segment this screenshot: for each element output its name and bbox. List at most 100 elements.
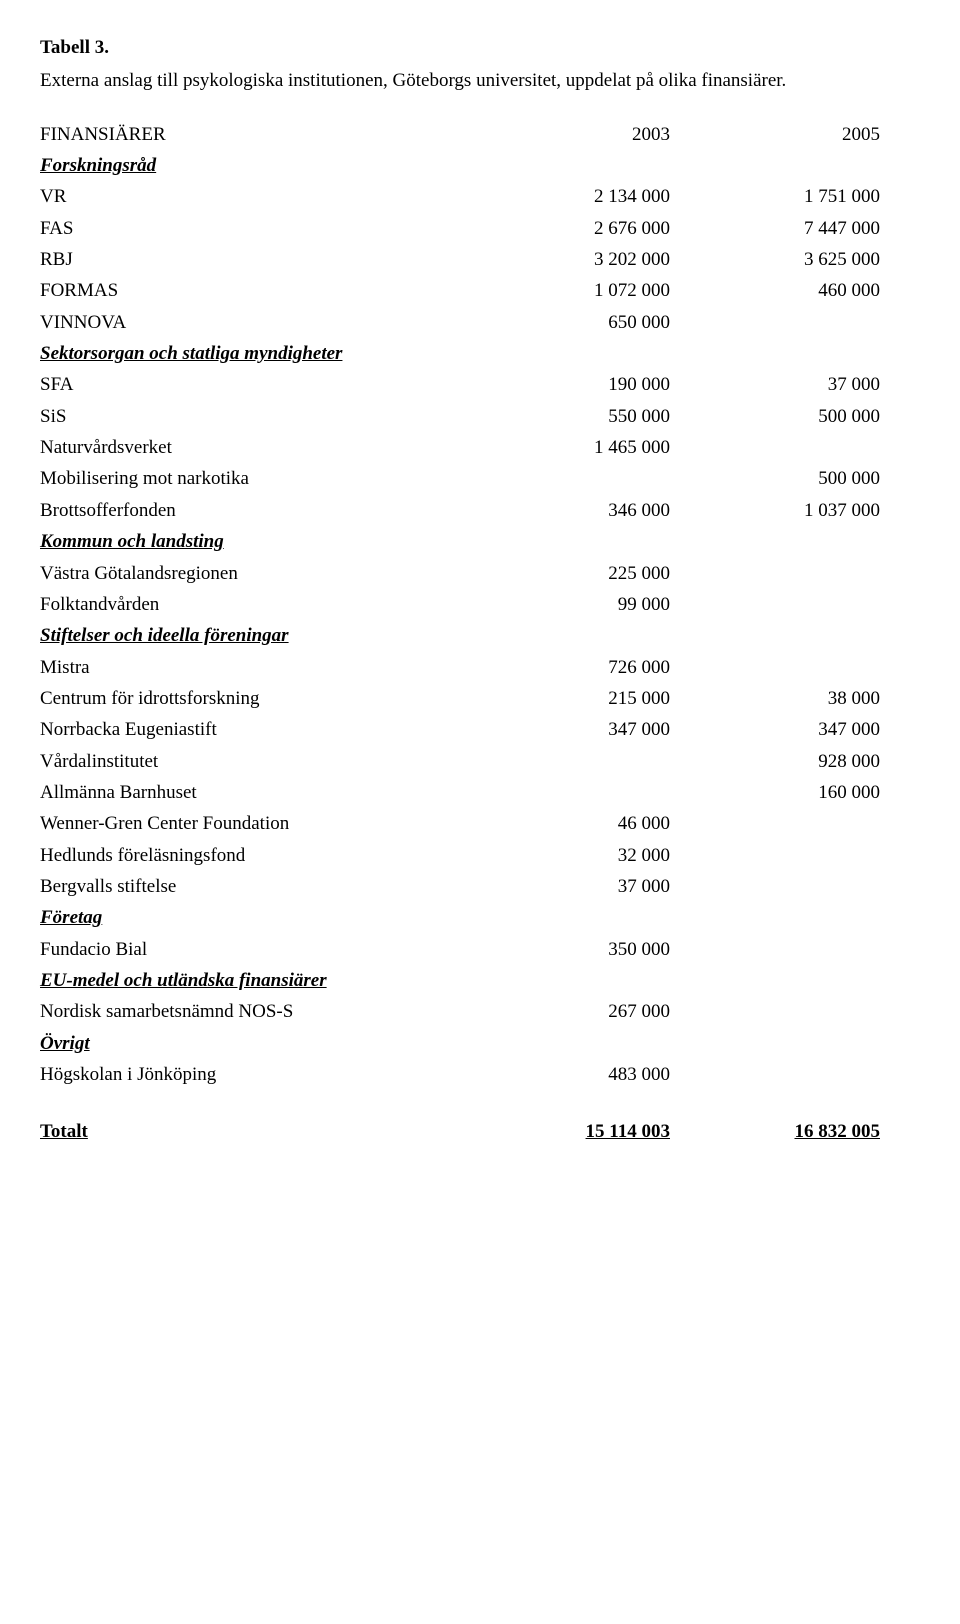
row-label: Brottsofferfonden <box>40 495 470 526</box>
table-row: Naturvårdsverket1 465 000 <box>40 432 920 463</box>
row-val-a: 225 000 <box>470 558 680 589</box>
section-heading-label: Forskningsråd <box>40 150 470 181</box>
section-heading-label: EU-medel och utländska finansiärer <box>40 965 470 996</box>
total-val-a: 15 114 003 <box>470 1116 680 1147</box>
row-label: SFA <box>40 369 470 400</box>
row-label: Västra Götalandsregionen <box>40 558 470 589</box>
header-col-2003: 2003 <box>470 119 680 150</box>
row-label: VINNOVA <box>40 307 470 338</box>
row-label: Mobilisering mot narkotika <box>40 463 470 494</box>
row-val-b: 160 000 <box>680 777 880 808</box>
section-heading: Stiftelser och ideella föreningar <box>40 620 920 651</box>
row-val-a: 726 000 <box>470 652 680 683</box>
row-label: Mistra <box>40 652 470 683</box>
row-label: Nordisk samarbetsnämnd NOS-S <box>40 996 470 1027</box>
row-val-a: 99 000 <box>470 589 680 620</box>
row-label: Folktandvården <box>40 589 470 620</box>
row-val-b: 347 000 <box>680 714 880 745</box>
row-val-a: 1 072 000 <box>470 275 680 306</box>
row-label: FAS <box>40 213 470 244</box>
table-row: Bergvalls stiftelse37 000 <box>40 871 920 902</box>
table-row: Allmänna Barnhuset 160 000 <box>40 777 920 808</box>
row-label: Naturvårdsverket <box>40 432 470 463</box>
row-val-b: 38 000 <box>680 683 880 714</box>
row-label: Centrum för idrottsforskning <box>40 683 470 714</box>
header-label: FINANSIÄRER <box>40 119 470 150</box>
row-val-b: 3 625 000 <box>680 244 880 275</box>
table-row: VR2 134 0001 751 000 <box>40 181 920 212</box>
total-val-b: 16 832 005 <box>680 1116 880 1147</box>
header-col-2005: 2005 <box>680 119 880 150</box>
section-heading: Kommun och landsting <box>40 526 920 557</box>
row-val-a: 2 676 000 <box>470 213 680 244</box>
row-label: FORMAS <box>40 275 470 306</box>
table-row: FAS2 676 0007 447 000 <box>40 213 920 244</box>
row-val-a: 267 000 <box>470 996 680 1027</box>
row-val-a: 1 465 000 <box>470 432 680 463</box>
table-title: Tabell 3. <box>40 32 920 63</box>
row-val-a: 46 000 <box>470 808 680 839</box>
row-val-a: 483 000 <box>470 1059 680 1090</box>
section-heading-label: Företag <box>40 902 470 933</box>
row-val-b: 928 000 <box>680 746 880 777</box>
row-val-a: 3 202 000 <box>470 244 680 275</box>
row-val-a: 215 000 <box>470 683 680 714</box>
row-val-a: 346 000 <box>470 495 680 526</box>
row-label: Vårdalinstitutet <box>40 746 470 777</box>
row-label: Wenner-Gren Center Foundation <box>40 808 470 839</box>
table-row: Hedlunds föreläsningsfond32 000 <box>40 840 920 871</box>
row-label: VR <box>40 181 470 212</box>
total-label: Totalt <box>40 1116 470 1147</box>
section-heading-label: Sektorsorgan och statliga myndigheter <box>40 338 470 369</box>
row-val-b: 1 751 000 <box>680 181 880 212</box>
row-val-a: 347 000 <box>470 714 680 745</box>
table-row: FORMAS1 072 000460 000 <box>40 275 920 306</box>
row-val-a: 37 000 <box>470 871 680 902</box>
table-row: Brottsofferfonden346 0001 037 000 <box>40 495 920 526</box>
section-heading-label: Stiftelser och ideella föreningar <box>40 620 470 651</box>
row-val-b: 500 000 <box>680 401 880 432</box>
row-val-b: 500 000 <box>680 463 880 494</box>
row-label: Fundacio Bial <box>40 934 470 965</box>
document-page: Tabell 3. Externa anslag till psykologis… <box>0 0 960 1188</box>
section-heading-label: Kommun och landsting <box>40 526 470 557</box>
section-heading: EU-medel och utländska finansiärer <box>40 965 920 996</box>
table-row: Nordisk samarbetsnämnd NOS-S267 000 <box>40 996 920 1027</box>
row-val-a: 650 000 <box>470 307 680 338</box>
total-row: Totalt 15 114 003 16 832 005 <box>40 1116 920 1147</box>
section-heading: Företag <box>40 902 920 933</box>
row-val-a: 32 000 <box>470 840 680 871</box>
table-row: Mistra726 000 <box>40 652 920 683</box>
row-label: SiS <box>40 401 470 432</box>
table-row: Västra Götalandsregionen225 000 <box>40 558 920 589</box>
table-subtitle: Externa anslag till psykologiska institu… <box>40 65 920 96</box>
row-val-b: 7 447 000 <box>680 213 880 244</box>
table-row: Norrbacka Eugeniastift347 000347 000 <box>40 714 920 745</box>
row-val-a: 2 134 000 <box>470 181 680 212</box>
section-heading-label: Övrigt <box>40 1028 470 1059</box>
row-label: Högskolan i Jönköping <box>40 1059 470 1090</box>
section-heading: Övrigt <box>40 1028 920 1059</box>
section-heading: Forskningsråd <box>40 150 920 181</box>
row-val-a: 350 000 <box>470 934 680 965</box>
row-val-a: 190 000 <box>470 369 680 400</box>
table-row: Högskolan i Jönköping483 000 <box>40 1059 920 1090</box>
table-row: Fundacio Bial350 000 <box>40 934 920 965</box>
table-row: Folktandvården99 000 <box>40 589 920 620</box>
table-row: SiS550 000500 000 <box>40 401 920 432</box>
table-row: Vårdalinstitutet 928 000 <box>40 746 920 777</box>
table-row: RBJ3 202 0003 625 000 <box>40 244 920 275</box>
row-label: Hedlunds föreläsningsfond <box>40 840 470 871</box>
row-val-a: 550 000 <box>470 401 680 432</box>
table-row: VINNOVA650 000 <box>40 307 920 338</box>
row-val-b: 37 000 <box>680 369 880 400</box>
row-val-b: 1 037 000 <box>680 495 880 526</box>
table-row: Mobilisering mot narkotika 500 000 <box>40 463 920 494</box>
table-row: Centrum för idrottsforskning215 00038 00… <box>40 683 920 714</box>
row-val-b: 460 000 <box>680 275 880 306</box>
table-row: Wenner-Gren Center Foundation46 000 <box>40 808 920 839</box>
header-row: FINANSIÄRER 2003 2005 <box>40 119 920 150</box>
row-label: Allmänna Barnhuset <box>40 777 470 808</box>
table-row: SFA190 00037 000 <box>40 369 920 400</box>
row-label: Norrbacka Eugeniastift <box>40 714 470 745</box>
